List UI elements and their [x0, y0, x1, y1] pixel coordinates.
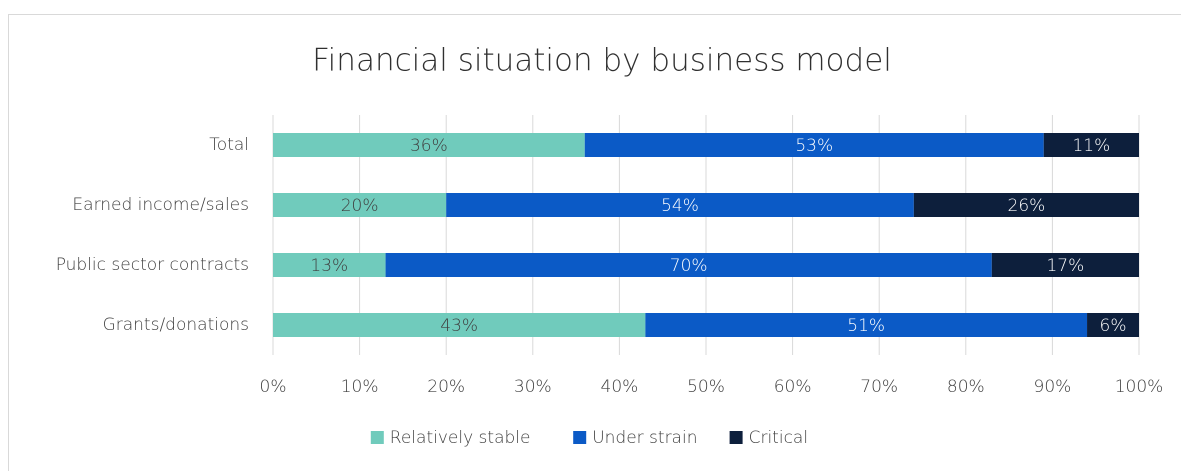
- bar-segment: [991, 253, 1139, 277]
- data-label: 26%: [1008, 196, 1046, 216]
- data-label: 17%: [1046, 256, 1084, 276]
- chart-border: [8, 14, 1181, 471]
- x-tick-label: 100%: [1115, 377, 1164, 397]
- x-tick-label: 50%: [687, 377, 725, 397]
- y-tick-label: Grants/donations: [103, 315, 249, 335]
- legend-swatch: [370, 431, 384, 444]
- x-tick-label: 70%: [860, 377, 898, 397]
- bar-segment: [273, 133, 585, 157]
- x-tick-label: 90%: [1034, 377, 1072, 397]
- bar-segment: [584, 133, 1044, 157]
- x-tick-label: 20%: [427, 377, 465, 397]
- legend-label: Relatively stable: [390, 428, 531, 448]
- bar-segment: [1087, 313, 1139, 337]
- data-label: 36%: [410, 136, 448, 156]
- data-label: 43%: [440, 316, 478, 336]
- y-tick-label: Public sector contracts: [56, 255, 249, 275]
- data-label: 11%: [1072, 136, 1110, 156]
- data-label: 20%: [341, 196, 379, 216]
- bar-segment: [1043, 133, 1139, 157]
- x-tick-label: 80%: [947, 377, 985, 397]
- legend-swatch: [573, 431, 587, 444]
- bar-segment: [913, 193, 1139, 217]
- x-tick-label: 40%: [601, 377, 639, 397]
- x-tick-label: 10%: [341, 377, 379, 397]
- data-label: 51%: [847, 316, 885, 336]
- bar-segment: [645, 313, 1088, 337]
- data-label: 70%: [670, 256, 708, 276]
- bar-segment: [273, 253, 386, 277]
- y-tick-label: Earned income/sales: [72, 195, 249, 215]
- bar-segment: [273, 313, 646, 337]
- data-label: 54%: [661, 196, 699, 216]
- data-label: 6%: [1100, 316, 1127, 336]
- x-tick-label: 30%: [514, 377, 552, 397]
- data-label: 13%: [310, 256, 348, 276]
- legend-label: Under strain: [592, 428, 697, 448]
- bar-segment: [385, 253, 992, 277]
- y-tick-label: Total: [209, 135, 249, 155]
- legend-label: Critical: [749, 428, 808, 448]
- bar-segment: [446, 193, 914, 217]
- chart-title: Financial situation by business model: [312, 43, 892, 79]
- bar-segment: [273, 193, 447, 217]
- data-label: 53%: [795, 136, 833, 156]
- x-tick-label: 60%: [774, 377, 812, 397]
- x-tick-label: 0%: [260, 377, 287, 397]
- legend-swatch: [729, 431, 743, 444]
